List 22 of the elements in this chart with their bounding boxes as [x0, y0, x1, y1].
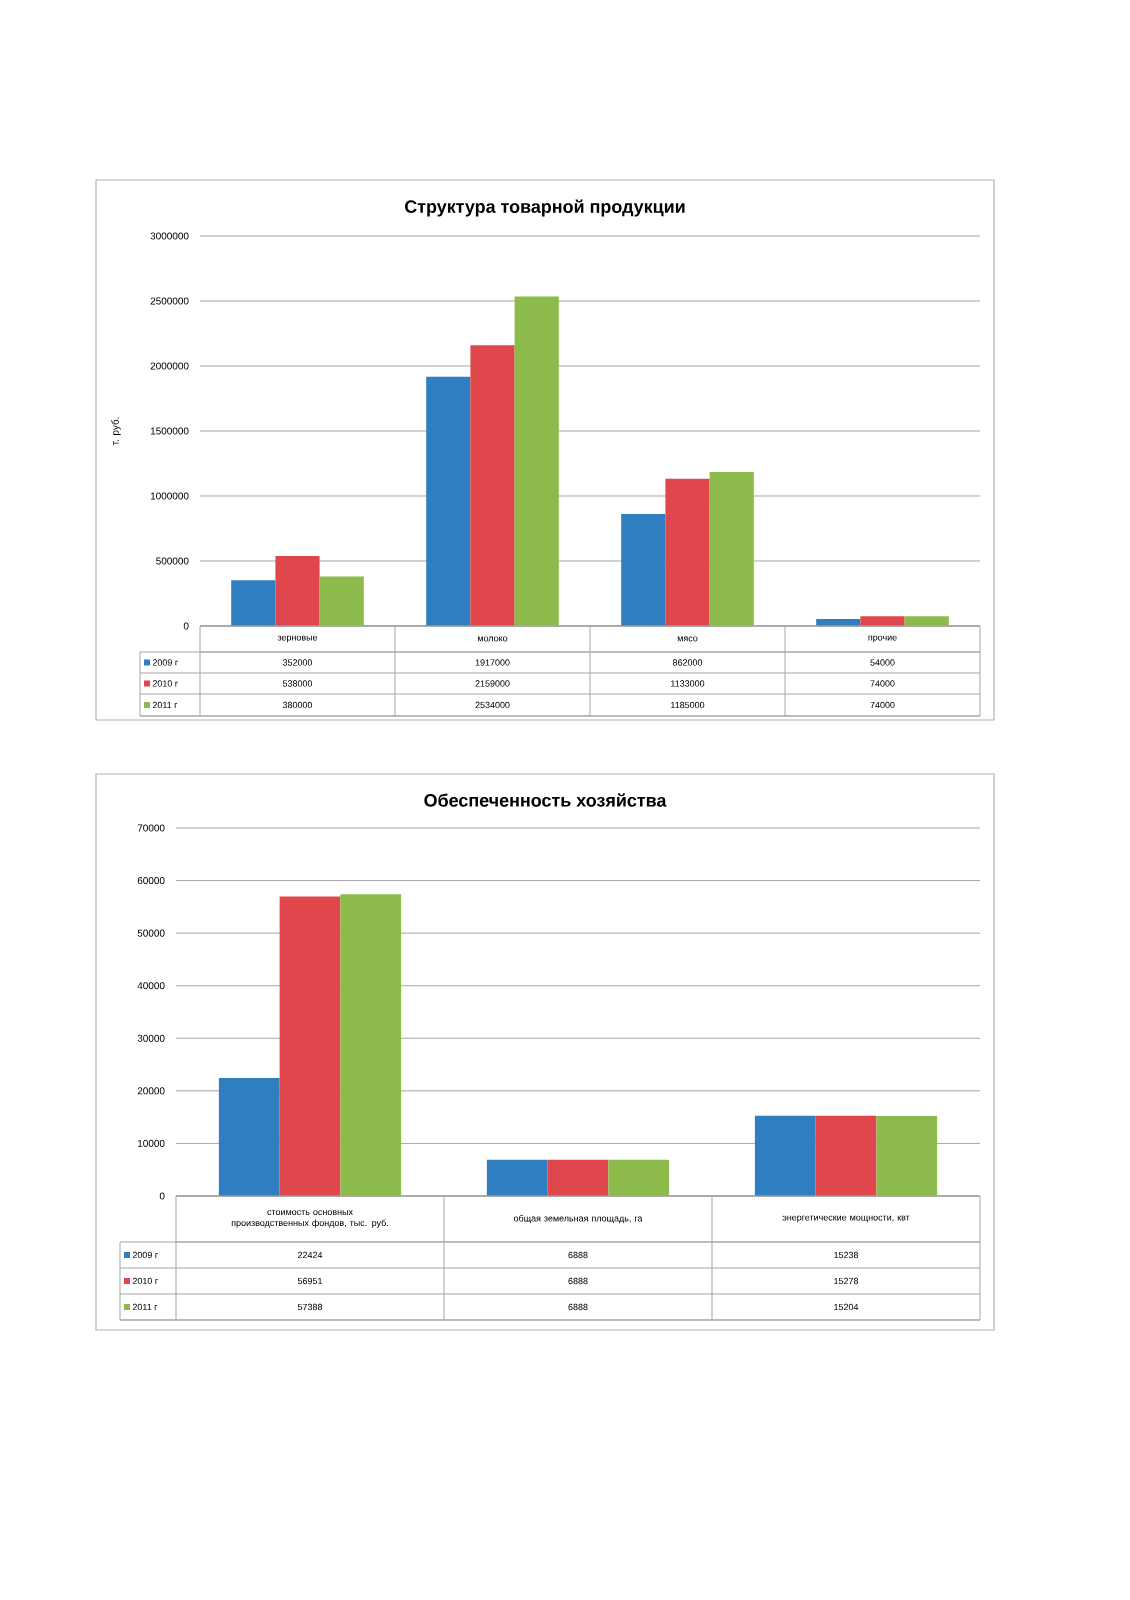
bar	[279, 896, 341, 1196]
bar	[319, 576, 364, 626]
bar	[231, 580, 276, 626]
bar	[608, 1159, 670, 1196]
bar	[665, 478, 710, 626]
bar	[486, 1159, 548, 1196]
chart-title: Структура товарной продукции	[405, 199, 685, 217]
bar	[904, 616, 949, 626]
bar	[709, 471, 754, 626]
bar	[514, 296, 559, 626]
bar	[470, 345, 515, 626]
bar	[218, 1078, 280, 1196]
bar	[876, 1116, 938, 1196]
bar	[621, 513, 666, 626]
bar	[547, 1159, 609, 1196]
chart-title: Обеспеченность хозяйства	[424, 793, 667, 807]
bar	[815, 1115, 877, 1196]
bar	[754, 1115, 816, 1196]
bar	[275, 556, 320, 626]
bar	[340, 894, 402, 1196]
bar	[860, 616, 905, 626]
bar	[426, 376, 471, 626]
